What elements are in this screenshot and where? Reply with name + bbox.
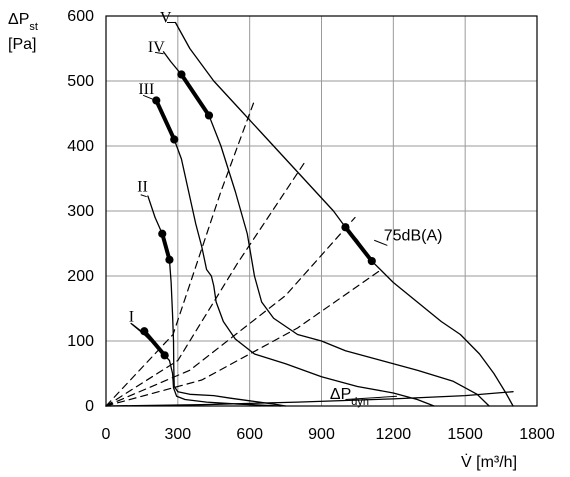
label-leader-5 [373, 239, 388, 246]
label-leader-6 [345, 395, 397, 400]
data-point-4 [152, 96, 161, 105]
highlight-segment-4 [343, 225, 374, 264]
curve-label-v: V [160, 10, 172, 27]
curve-label-iii: III [138, 81, 154, 98]
label-leader-0 [132, 323, 142, 331]
series-ii [147, 195, 287, 407]
series-8 [105, 216, 356, 407]
highlight-layer [142, 72, 374, 358]
highlight-segment-3 [179, 72, 211, 118]
sound-level-annotation: 75dB(A) [384, 227, 443, 244]
data-point-0 [140, 327, 149, 336]
y-tick-label: 500 [67, 73, 94, 90]
series-iii [155, 99, 435, 407]
series-9 [105, 268, 382, 407]
series-v [174, 21, 514, 407]
data-point-6 [177, 70, 186, 79]
x-tick-label: 1200 [376, 426, 412, 443]
series-δpdyn [105, 391, 514, 407]
plot-frame [105, 15, 538, 407]
axis-layer: 0 100 200 300 400 500 600 0 300 600 900 1200 1500 180… [8, 8, 555, 471]
point-layer [140, 70, 376, 360]
series-7 [105, 161, 306, 407]
y-axis-label: ΔPst [8, 11, 38, 33]
annotation-layer: 75dB(A) ΔPdyn [330, 227, 443, 408]
x-tick-label: 1800 [519, 426, 555, 443]
y-tick-label: 100 [67, 333, 94, 350]
highlight-segment-2 [154, 98, 177, 142]
label-leader-3 [155, 51, 164, 55]
data-point-3 [165, 255, 174, 264]
x-tick-label: 900 [308, 426, 335, 443]
highlight-segment-0 [142, 329, 167, 358]
y-tick-label: 200 [67, 268, 94, 285]
x-axis-label: V̇ [m³/h] [461, 453, 517, 471]
label-leader-2 [142, 94, 153, 100]
x-tick-label: 1500 [447, 426, 483, 443]
y-tick-label: 0 [85, 398, 94, 415]
y-axis-unit: [Pa] [8, 36, 36, 53]
x-tick-label: 0 [102, 426, 111, 443]
y-tick-label: 300 [67, 203, 94, 220]
series-6 [105, 99, 256, 407]
data-point-9 [367, 256, 376, 266]
x-tick-label: 300 [164, 426, 191, 443]
curve-label-i: I [129, 309, 134, 326]
data-point-1 [160, 351, 169, 360]
data-point-7 [204, 111, 214, 120]
y-tick-label: 400 [67, 138, 94, 155]
highlight-segment-1 [160, 231, 172, 262]
curve-label-ii: II [137, 179, 148, 196]
x-tick-label: 600 [236, 426, 263, 443]
label-leader-1 [140, 194, 147, 198]
series-layer [105, 21, 514, 407]
data-point-5 [170, 135, 179, 144]
data-point-8 [341, 223, 350, 232]
curve-label-iv: IV [148, 39, 165, 56]
y-tick-label: 600 [67, 8, 94, 25]
data-point-2 [158, 229, 167, 238]
delta-p-dyn-annotation: ΔPdyn [330, 386, 369, 408]
